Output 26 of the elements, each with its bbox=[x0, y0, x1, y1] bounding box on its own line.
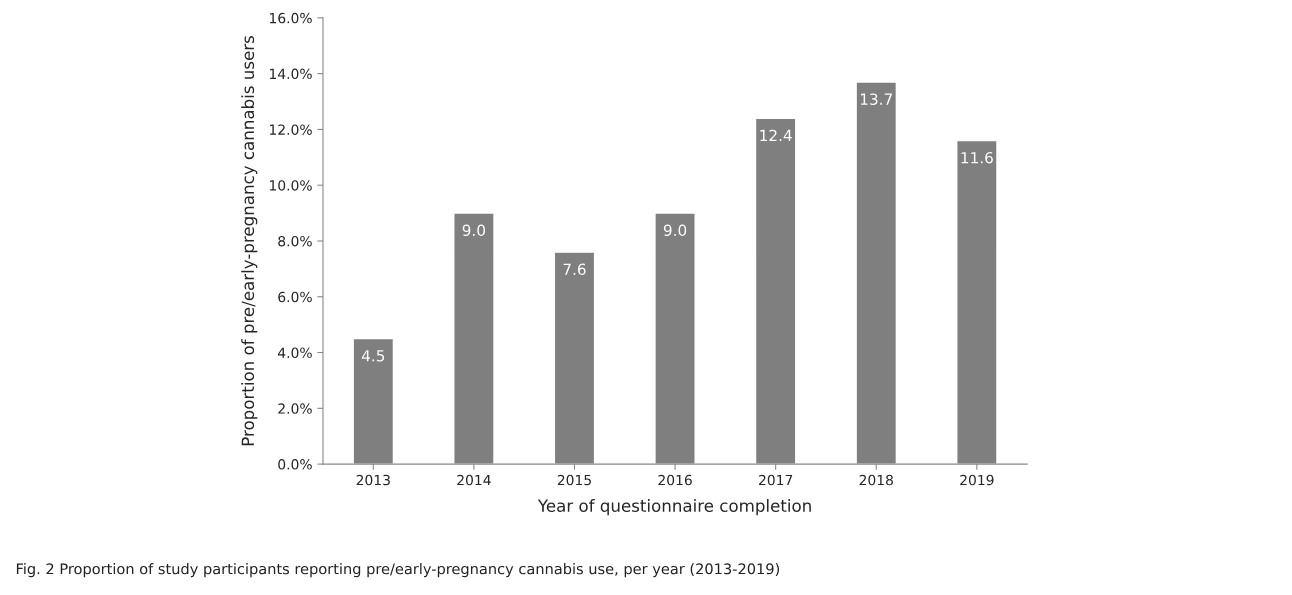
data-label: 4.5 bbox=[361, 350, 385, 362]
x-tick-label: 2017 bbox=[759, 474, 793, 486]
x-tick-label: 2018 bbox=[859, 474, 893, 486]
data-label: 11.6 bbox=[961, 151, 993, 164]
x-tick-label: 2015 bbox=[557, 474, 591, 486]
data-label: 13.7 bbox=[860, 93, 892, 105]
y-tick-label: 2.0% bbox=[278, 403, 312, 414]
data-label: 7.6 bbox=[563, 263, 586, 276]
data-label: 9.0 bbox=[462, 224, 486, 237]
y-tick-label: 0.0% bbox=[278, 459, 312, 470]
x-tick-label: 2016 bbox=[658, 474, 692, 486]
y-tick-label: 10.0% bbox=[269, 180, 312, 191]
y-tick-label: 4.0% bbox=[277, 347, 312, 359]
y-tick-label: 12.0% bbox=[269, 124, 312, 135]
y-tick-label: 14.0% bbox=[269, 68, 312, 80]
y-axis-title: Proportion of pre/early-pregnancy cannabis users bbox=[241, 35, 258, 446]
y-tick-label: 8.0% bbox=[278, 235, 312, 247]
data-label: 9.0 bbox=[663, 224, 687, 237]
data-label: 12.4 bbox=[760, 129, 792, 141]
y-tick-label: 16.0% bbox=[269, 12, 312, 24]
x-tick-label: 2019 bbox=[960, 474, 994, 486]
y-tick-label: 6.0% bbox=[278, 291, 312, 303]
x-axis-title: Year of questionnaire completion bbox=[537, 499, 811, 516]
x-tick-label: 2014 bbox=[457, 474, 491, 486]
caption: Fig. 2 Proportion of study participants reporting pre/early-pregnancy cannabis use, per year (2013-2019) bbox=[16, 563, 780, 578]
x-tick-label: 2013 bbox=[356, 474, 390, 486]
